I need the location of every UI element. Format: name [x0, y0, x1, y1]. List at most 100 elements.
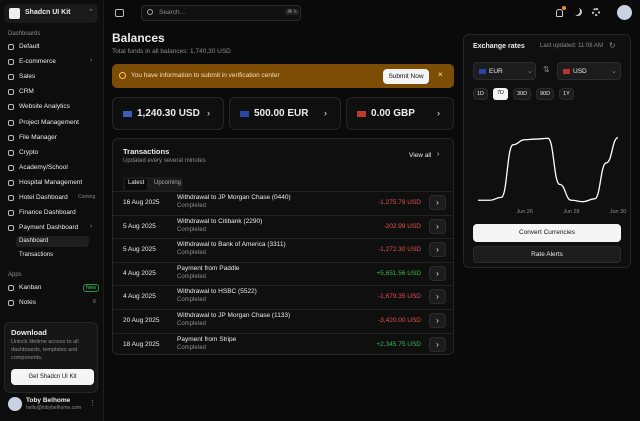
brand-name: Shadcn UI Kit: [25, 9, 71, 16]
transactions-subtitle: Updated every several minutes: [123, 158, 206, 164]
download-text: Unlock lifetime access to all dashboards…: [11, 339, 79, 361]
search-box[interactable]: Search... ⌘ k: [141, 5, 301, 21]
tab[interactable]: Upcoming: [154, 180, 182, 186]
notifications[interactable]: [556, 9, 563, 17]
alert-close[interactable]: ×: [438, 70, 443, 79]
alert-button[interactable]: Submit Now: [383, 69, 429, 84]
brand-chevron: ⌃: [88, 9, 94, 16]
alert: You have information to submit in verifi…: [112, 64, 454, 88]
tx-status: Completed: [177, 250, 207, 257]
nav-item[interactable]: Sales: [19, 73, 36, 81]
convert-button[interactable]: Convert Currencies: [473, 224, 621, 242]
nav-chevron: ›: [90, 57, 93, 65]
x-tick-label: Jun 30: [610, 209, 627, 215]
view-all[interactable]: View all: [409, 152, 432, 159]
period-button[interactable]: 1Y: [559, 88, 574, 100]
nav-item[interactable]: Kanban: [19, 284, 42, 292]
tx-status: Completed: [177, 321, 207, 327]
swap[interactable]: ⇅: [543, 65, 550, 74]
period-button[interactable]: 1D: [473, 88, 488, 100]
flag: [123, 111, 132, 117]
nav-item[interactable]: Hospital Management: [19, 178, 83, 186]
refresh[interactable]: ↻: [609, 41, 616, 50]
user-email: hello@tobybelhome.com: [26, 405, 82, 411]
settings[interactable]: [592, 8, 600, 16]
brand-switcher[interactable]: Shadcn UI Kit ⌃: [4, 4, 98, 23]
sidebar-toggle[interactable]: [115, 9, 124, 17]
exchange-card: Exchange rates Last updated: 11:08 AM ↻ …: [463, 34, 631, 268]
nav-section-title: Dashboards: [8, 31, 41, 37]
nav-item[interactable]: Default: [19, 43, 40, 50]
balance-card[interactable]: 500.00 EUR ›: [229, 97, 341, 130]
tx-open[interactable]: ›: [429, 289, 446, 305]
period-button[interactable]: 90D: [536, 88, 554, 100]
tx-amount: +5,651.56 USD: [376, 269, 421, 277]
nav-item[interactable]: File Manager: [19, 133, 57, 141]
tx-open[interactable]: ›: [429, 313, 446, 328]
period-button[interactable]: 7D: [493, 88, 508, 100]
nav-item[interactable]: E-commerce: [19, 58, 56, 66]
nav-item[interactable]: Crypto: [19, 148, 39, 156]
nav-item[interactable]: Academy/School: [19, 163, 68, 171]
balance-chevron: ›: [437, 108, 440, 118]
nav-icon: [8, 74, 14, 81]
tx-date: 5 Aug 2025: [123, 246, 156, 254]
tx-amount: -1,679.35 USD: [378, 293, 421, 301]
balance-amount: 0.00 GBP: [371, 108, 415, 119]
to-currency: USD: [573, 68, 587, 75]
chevron: ⌄: [527, 68, 533, 75]
tx-amount: +2,345.75 USD: [376, 340, 421, 348]
tx-open[interactable]: ›: [429, 195, 446, 210]
nav-item[interactable]: Hotel Dashboard: [19, 194, 68, 201]
nav-subitem[interactable]: Transactions: [19, 252, 54, 259]
balance-chevron: ›: [324, 108, 327, 118]
user-avatar: [8, 397, 22, 411]
nav-item[interactable]: Project Management: [19, 118, 79, 126]
tx-open[interactable]: ›: [429, 265, 446, 281]
user-menu[interactable]: ⋮: [89, 400, 96, 407]
view-all-chevron: ›: [437, 151, 440, 158]
x-tick-label: Jun 26: [516, 209, 533, 215]
nav-item[interactable]: CRM: [19, 88, 34, 96]
rate-chart: Jun 26 Jun 28 Jun 30: [478, 136, 627, 215]
theme-toggle[interactable]: [574, 8, 582, 16]
balance-card[interactable]: 0.00 GBP ›: [346, 97, 454, 130]
header-avatar[interactable]: [617, 5, 632, 20]
row-divider: [113, 238, 453, 240]
nav-item[interactable]: Website Analytics: [19, 103, 70, 111]
nav-subitem[interactable]: Dashboard: [16, 236, 89, 248]
nav-item[interactable]: Finance Dashboard: [19, 209, 76, 217]
alert-icon: [119, 72, 126, 79]
nav-item[interactable]: Notes: [19, 299, 36, 307]
transactions-card: Transactions Updated every several minut…: [112, 138, 454, 355]
alerts-button[interactable]: Rate Alerts: [473, 246, 621, 263]
tx-open[interactable]: ›: [429, 336, 446, 352]
period-button[interactable]: 30D: [513, 88, 531, 100]
row-divider: [113, 332, 453, 334]
tx-open[interactable]: ›: [429, 218, 446, 234]
download-button[interactable]: Get Shadcn UI Kit: [11, 369, 94, 385]
tx-status: Completed: [177, 297, 207, 304]
tab[interactable]: Latest: [125, 179, 148, 190]
tx-date: 16 Aug 2025: [123, 199, 160, 206]
nav-item[interactable]: Payment Dashboard: [19, 224, 79, 232]
tx-amount: -202.99 USD: [383, 222, 421, 230]
tx-description: Withdrawal to JP Morgan Chase (0440): [177, 194, 291, 201]
nav-icon: [8, 44, 14, 50]
balance-card[interactable]: 1,240.30 USD ›: [112, 97, 224, 130]
tx-status: Completed: [177, 344, 207, 351]
tx-open[interactable]: ›: [429, 242, 446, 258]
tx-date: 4 Aug 2025: [123, 269, 156, 277]
to-select[interactable]: USD ⌄: [557, 62, 621, 80]
nav-icon: [8, 149, 14, 156]
nav-icon: [8, 134, 14, 141]
nav-icon: [8, 225, 14, 232]
tx-amount: -1,272.30 USD: [378, 246, 421, 254]
tx-status: Completed: [177, 273, 207, 280]
nav-icon: [8, 89, 14, 96]
from-select[interactable]: EUR ⌄: [473, 62, 536, 80]
rate-line: [478, 136, 619, 203]
nav-icon: [8, 195, 14, 201]
